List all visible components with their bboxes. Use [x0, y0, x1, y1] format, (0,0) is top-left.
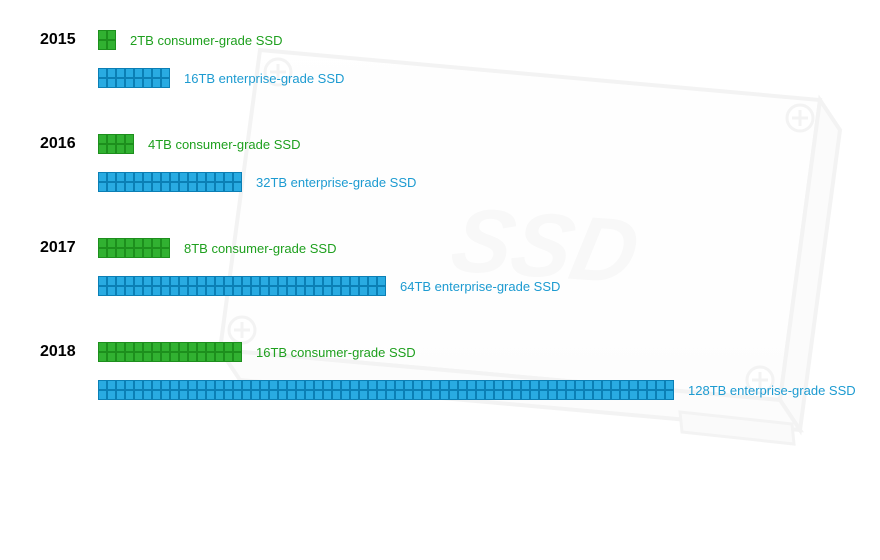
consumer-bar — [98, 134, 134, 154]
enterprise-bar-label: 16TB enterprise-grade SSD — [184, 71, 344, 86]
consumer-bar-label: 16TB consumer-grade SSD — [256, 345, 416, 360]
enterprise-bar — [98, 172, 242, 192]
year-label: 2015 — [40, 31, 98, 49]
consumer-bar-label: 4TB consumer-grade SSD — [148, 137, 300, 152]
year-label: 2016 — [40, 135, 98, 153]
year-group-2016: 2016 4TB consumer-grade SSD 32TB enterpris… — [40, 134, 840, 192]
consumer-bar-label: 2TB consumer-grade SSD — [130, 33, 282, 48]
consumer-bar — [98, 30, 116, 50]
year-group-2015: 2015 2TB consumer-grade SSD 16TB enterpris… — [40, 30, 840, 88]
enterprise-bar — [98, 68, 170, 88]
year-group-2017: 2017 8TB consumer-grade SSD 64TB enterpris… — [40, 238, 840, 296]
enterprise-bar — [98, 380, 674, 400]
consumer-bar-label: 8TB consumer-grade SSD — [184, 241, 336, 256]
ssd-capacity-chart: 2015 2TB consumer-grade SSD 16TB enterpris… — [0, 0, 880, 466]
year-label: 2017 — [40, 239, 98, 257]
enterprise-bar-label: 128TB enterprise-grade SSD — [688, 383, 856, 398]
year-group-2018: 201816TB consumer-grade SSD128TB enterpr… — [40, 342, 840, 400]
consumer-bar — [98, 342, 242, 362]
year-label: 2018 — [40, 343, 98, 361]
consumer-bar — [98, 238, 170, 258]
enterprise-bar-label: 64TB enterprise-grade SSD — [400, 279, 560, 294]
enterprise-bar-label: 32TB enterprise-grade SSD — [256, 175, 416, 190]
enterprise-bar — [98, 276, 386, 296]
